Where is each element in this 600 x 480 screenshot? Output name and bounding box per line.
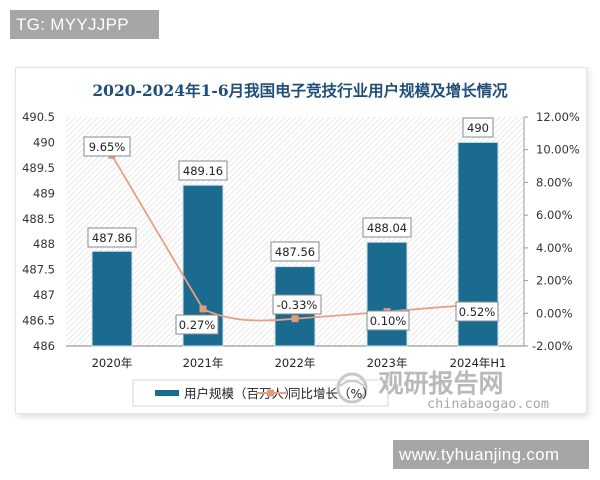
svg-text:0.10%: 0.10% (370, 314, 407, 328)
svg-text:0.52%: 0.52% (459, 305, 496, 319)
brand-logo-icon (336, 372, 368, 404)
left-axis: 490.5 490 489.5 489 488.5 488 487.5 487 … (22, 110, 55, 353)
brand-name: 观研报告网 (378, 369, 503, 398)
svg-text:488: 488 (33, 237, 55, 251)
svg-text:0.27%: 0.27% (179, 318, 216, 332)
svg-text:0.00%: 0.00% (536, 306, 573, 320)
chart-title: 2020-2024年1-6月我国电子竞技行业用户规模及增长情况 (92, 81, 508, 100)
brand-watermark: 观研报告网 chinabaogao.com (336, 369, 549, 412)
watermark-bottom: www.tyhuanjing.com (393, 440, 589, 469)
legend-bar-swatch (155, 390, 179, 396)
svg-text:490: 490 (33, 136, 55, 150)
svg-text:2021年: 2021年 (183, 356, 224, 370)
svg-text:488.04: 488.04 (367, 221, 407, 235)
svg-text:489.16: 489.16 (183, 164, 223, 178)
svg-text:4.00%: 4.00% (536, 241, 573, 255)
svg-text:2020年: 2020年 (92, 356, 133, 370)
brand-url: chinabaogao.com (427, 396, 549, 412)
svg-text:8.00%: 8.00% (536, 175, 573, 189)
legend-line-label: 同比增长（%） (288, 386, 375, 401)
svg-text:487.5: 487.5 (22, 263, 55, 277)
svg-text:10.00%: 10.00% (536, 143, 580, 157)
svg-text:487: 487 (33, 288, 55, 302)
line-labels: 9.65% 0.27% -0.33% 0.10% 0.52% (83, 136, 499, 335)
bar-2020 (91, 250, 133, 347)
svg-text:487.56: 487.56 (275, 245, 315, 259)
svg-text:6.00%: 6.00% (536, 208, 573, 222)
marker-2022 (291, 315, 299, 323)
svg-text:12.00%: 12.00% (536, 110, 580, 124)
svg-text:2.00%: 2.00% (536, 274, 573, 288)
svg-text:2024年H1: 2024年H1 (450, 356, 507, 370)
legend: 用户规模（百万人） 同比增长（%） (132, 379, 389, 407)
bar-labels: 487.86 489.16 487.56 488.04 490 (87, 117, 494, 262)
svg-text:490.5: 490.5 (22, 110, 55, 124)
svg-text:-2.00%: -2.00% (532, 339, 573, 353)
marker-2021 (199, 305, 207, 313)
x-axis-labels: 2020年 2021年 2022年 2023年 2024年H1 (92, 356, 507, 370)
svg-text:489.5: 489.5 (22, 161, 55, 175)
svg-text:2023年: 2023年 (367, 356, 408, 370)
svg-text:486: 486 (33, 339, 55, 353)
svg-text:488.5: 488.5 (22, 212, 55, 226)
svg-text:487.86: 487.86 (92, 231, 132, 245)
svg-text:486.5: 486.5 (22, 314, 55, 328)
svg-text:490: 490 (467, 121, 489, 135)
right-axis: 12.00% 10.00% 8.00% 6.00% 4.00% 2.00% 0.… (524, 110, 580, 353)
svg-text:-0.33%: -0.33% (277, 298, 318, 312)
watermark-top: TG: MYYJJPP (10, 10, 159, 39)
svg-text:9.65%: 9.65% (89, 140, 126, 154)
svg-text:489: 489 (33, 187, 55, 201)
svg-text:2022年: 2022年 (275, 356, 316, 370)
